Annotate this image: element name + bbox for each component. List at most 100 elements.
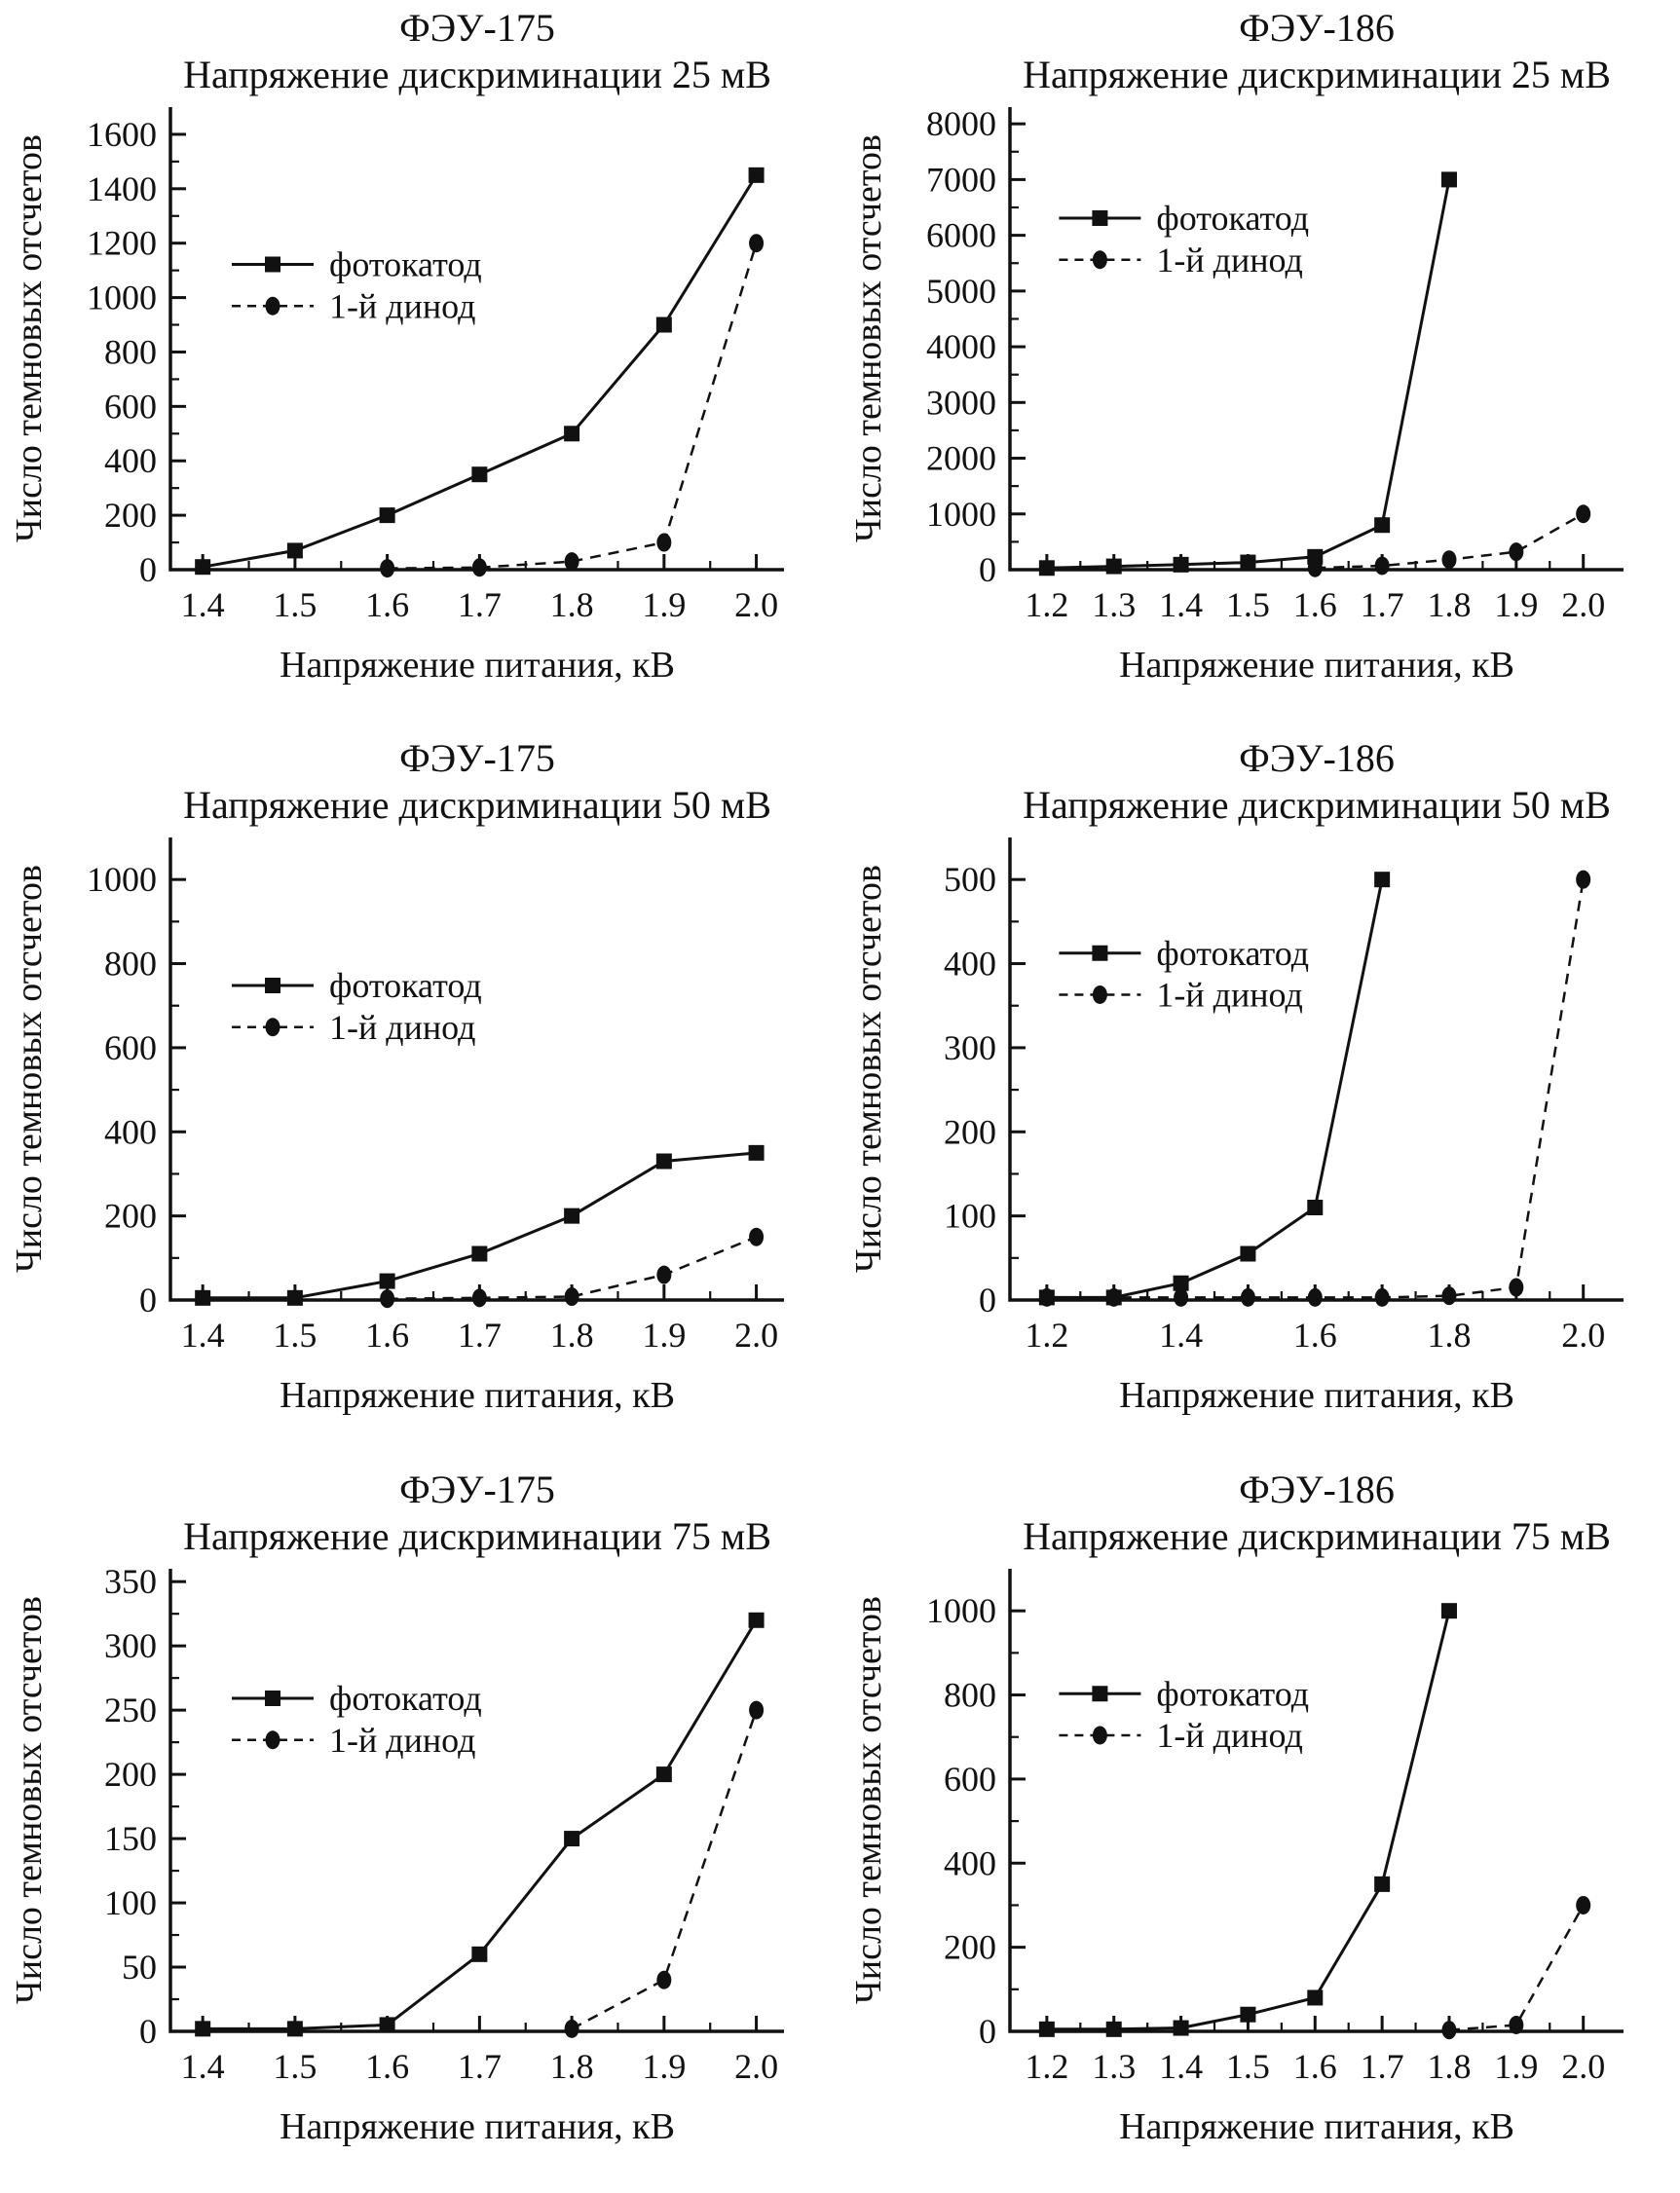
panel-title: ФЭУ-175	[399, 736, 555, 780]
svg-text:100: 100	[944, 1197, 996, 1236]
svg-text:1.4: 1.4	[1159, 1316, 1203, 1355]
svg-text:1.9: 1.9	[642, 2047, 686, 2086]
svg-text:1000: 1000	[87, 279, 157, 317]
panel-title: ФЭУ-186	[1239, 6, 1395, 50]
svg-text:300: 300	[104, 1626, 157, 1665]
panel-subtitle: Напряжение дискриминации 75 мВ	[183, 1514, 771, 1558]
svg-text:1.5: 1.5	[273, 2047, 317, 2086]
svg-text:200: 200	[104, 496, 157, 535]
svg-text:Число темновых отсчетов: Число темновых отсчетов	[9, 1596, 50, 2004]
svg-text:Число темновых отсчетов: Число темновых отсчетов	[9, 134, 50, 542]
panel-feu175-50mv: ФЭУ-175 Напряжение дискриминации 50 мВ 0…	[0, 730, 840, 1462]
panel-title: ФЭУ-186	[1239, 736, 1395, 780]
svg-text:2.0: 2.0	[734, 1316, 778, 1355]
svg-text:1.9: 1.9	[642, 1316, 686, 1355]
svg-text:400: 400	[104, 1112, 157, 1151]
svg-text:1.4: 1.4	[1159, 2047, 1203, 2086]
svg-text:1.5: 1.5	[1226, 585, 1270, 624]
svg-text:1.4: 1.4	[181, 2047, 225, 2086]
svg-text:фотокатод: фотокатод	[1156, 1674, 1309, 1713]
svg-text:Напряжение питания, кВ: Напряжение питания, кВ	[280, 1375, 675, 1416]
svg-text:600: 600	[104, 1028, 157, 1067]
svg-text:1.8: 1.8	[550, 1316, 594, 1355]
svg-text:1.8: 1.8	[1427, 2047, 1471, 2086]
svg-text:3000: 3000	[926, 383, 996, 422]
panel-title: ФЭУ-175	[399, 6, 555, 50]
svg-text:200: 200	[944, 1928, 996, 1967]
svg-text:2.0: 2.0	[734, 2047, 778, 2086]
svg-text:1.8: 1.8	[1427, 585, 1471, 624]
svg-text:400: 400	[944, 945, 996, 984]
svg-text:500: 500	[944, 860, 996, 899]
svg-text:1.6: 1.6	[1293, 2047, 1337, 2086]
svg-text:350: 350	[104, 1562, 157, 1601]
chart-feu186-75mv: 0 200 400 600 800 1000 1.2 1.3 1.4 1.5 1.6 1.7 1.8 1.…	[848, 1569, 1624, 2147]
svg-text:4000: 4000	[926, 327, 996, 366]
svg-text:1600: 1600	[87, 115, 157, 154]
svg-text:1.6: 1.6	[1293, 1316, 1337, 1355]
svg-text:1.9: 1.9	[1494, 585, 1538, 624]
svg-text:300: 300	[944, 1028, 996, 1067]
svg-text:2.0: 2.0	[1561, 1316, 1605, 1355]
svg-text:2.0: 2.0	[1561, 2047, 1605, 2086]
svg-text:1.6: 1.6	[1293, 585, 1337, 624]
panel-subtitle: Напряжение дискриминации 50 мВ	[183, 783, 771, 827]
svg-text:8000: 8000	[926, 104, 996, 143]
svg-text:1.9: 1.9	[642, 585, 686, 624]
panel-subtitle: Напряжение дискриминации 75 мВ	[1023, 1514, 1611, 1558]
panel-feu186-75mv: ФЭУ-186 Напряжение дискриминации 75 мВ 0…	[840, 1462, 1680, 2193]
svg-text:1-й динод: 1-й динод	[329, 1721, 475, 1760]
svg-text:2000: 2000	[926, 439, 996, 478]
svg-text:Число темновых отсчетов: Число темновых отсчетов	[848, 1596, 889, 2004]
svg-text:1.8: 1.8	[550, 585, 594, 624]
svg-text:0: 0	[979, 550, 996, 589]
svg-text:150: 150	[104, 1819, 157, 1858]
svg-text:2.0: 2.0	[734, 585, 778, 624]
svg-text:1.5: 1.5	[273, 585, 317, 624]
chart-feu175-50mv: 0 200 400 600 800 1000 1.4 1.5 1.6 1.7 1.8 1.9 2.0 фо…	[9, 837, 784, 1416]
svg-text:фотокатод: фотокатод	[329, 245, 482, 284]
svg-text:1.5: 1.5	[273, 1316, 317, 1355]
svg-text:1.6: 1.6	[365, 2047, 409, 2086]
svg-text:1.7: 1.7	[458, 1316, 502, 1355]
svg-text:1-й динод: 1-й динод	[1156, 1716, 1302, 1755]
svg-text:Напряжение питания, кВ: Напряжение питания, кВ	[1119, 2106, 1514, 2147]
svg-text:1.7: 1.7	[458, 2047, 502, 2086]
panel-title: ФЭУ-186	[1239, 1468, 1395, 1511]
svg-text:1-й динод: 1-й динод	[329, 286, 475, 325]
svg-text:1.2: 1.2	[1025, 1316, 1068, 1355]
svg-text:1000: 1000	[87, 860, 157, 899]
svg-text:800: 800	[104, 332, 157, 371]
svg-text:1.7: 1.7	[458, 585, 502, 624]
svg-text:1200: 1200	[87, 224, 157, 263]
svg-text:7000: 7000	[926, 160, 996, 199]
svg-text:Напряжение питания, кВ: Напряжение питания, кВ	[1119, 645, 1514, 686]
panel-feu186-25mv: ФЭУ-186 Напряжение дискриминации 25 мВ 0…	[840, 0, 1680, 730]
svg-text:0: 0	[139, 2012, 157, 2051]
svg-text:0: 0	[979, 2012, 996, 2051]
svg-text:1.3: 1.3	[1092, 585, 1136, 624]
panel-feu175-25mv: ФЭУ-175 Напряжение дискриминации 25 мВ 0…	[0, 0, 840, 730]
svg-text:Напряжение питания, кВ: Напряжение питания, кВ	[1119, 1375, 1514, 1416]
panel-subtitle: Напряжение дискриминации 25 мВ	[1023, 53, 1611, 96]
svg-text:1000: 1000	[926, 495, 996, 534]
chart-feu186-25mv: 0 1000 2000 3000 4000 5000 6000 7000 8000 1.2 1.3 1…	[848, 104, 1624, 686]
svg-text:2.0: 2.0	[1561, 585, 1605, 624]
svg-text:фотокатод: фотокатод	[329, 966, 482, 1005]
svg-text:1-й динод: 1-й динод	[1156, 976, 1302, 1015]
svg-text:0: 0	[979, 1281, 996, 1320]
svg-text:600: 600	[104, 387, 157, 426]
svg-text:1000: 1000	[926, 1591, 996, 1630]
svg-text:0: 0	[139, 1281, 157, 1320]
panel-feu175-75mv: ФЭУ-175 Напряжение дискриминации 75 мВ 0…	[0, 1462, 840, 2193]
svg-text:1.4: 1.4	[181, 585, 225, 624]
svg-text:1-й динод: 1-й динод	[1156, 241, 1302, 279]
svg-text:1.9: 1.9	[1494, 2047, 1538, 2086]
svg-text:1.3: 1.3	[1092, 2047, 1136, 2086]
svg-text:400: 400	[104, 441, 157, 480]
svg-text:1.4: 1.4	[1159, 585, 1203, 624]
svg-text:200: 200	[104, 1197, 157, 1236]
svg-text:200: 200	[104, 1755, 157, 1794]
svg-text:800: 800	[944, 1676, 996, 1715]
chart-feu175-25mv: 0 200 400 600 800 1000 1200 1400 1600 1.4 1.5 1.6 1.…	[9, 107, 784, 686]
